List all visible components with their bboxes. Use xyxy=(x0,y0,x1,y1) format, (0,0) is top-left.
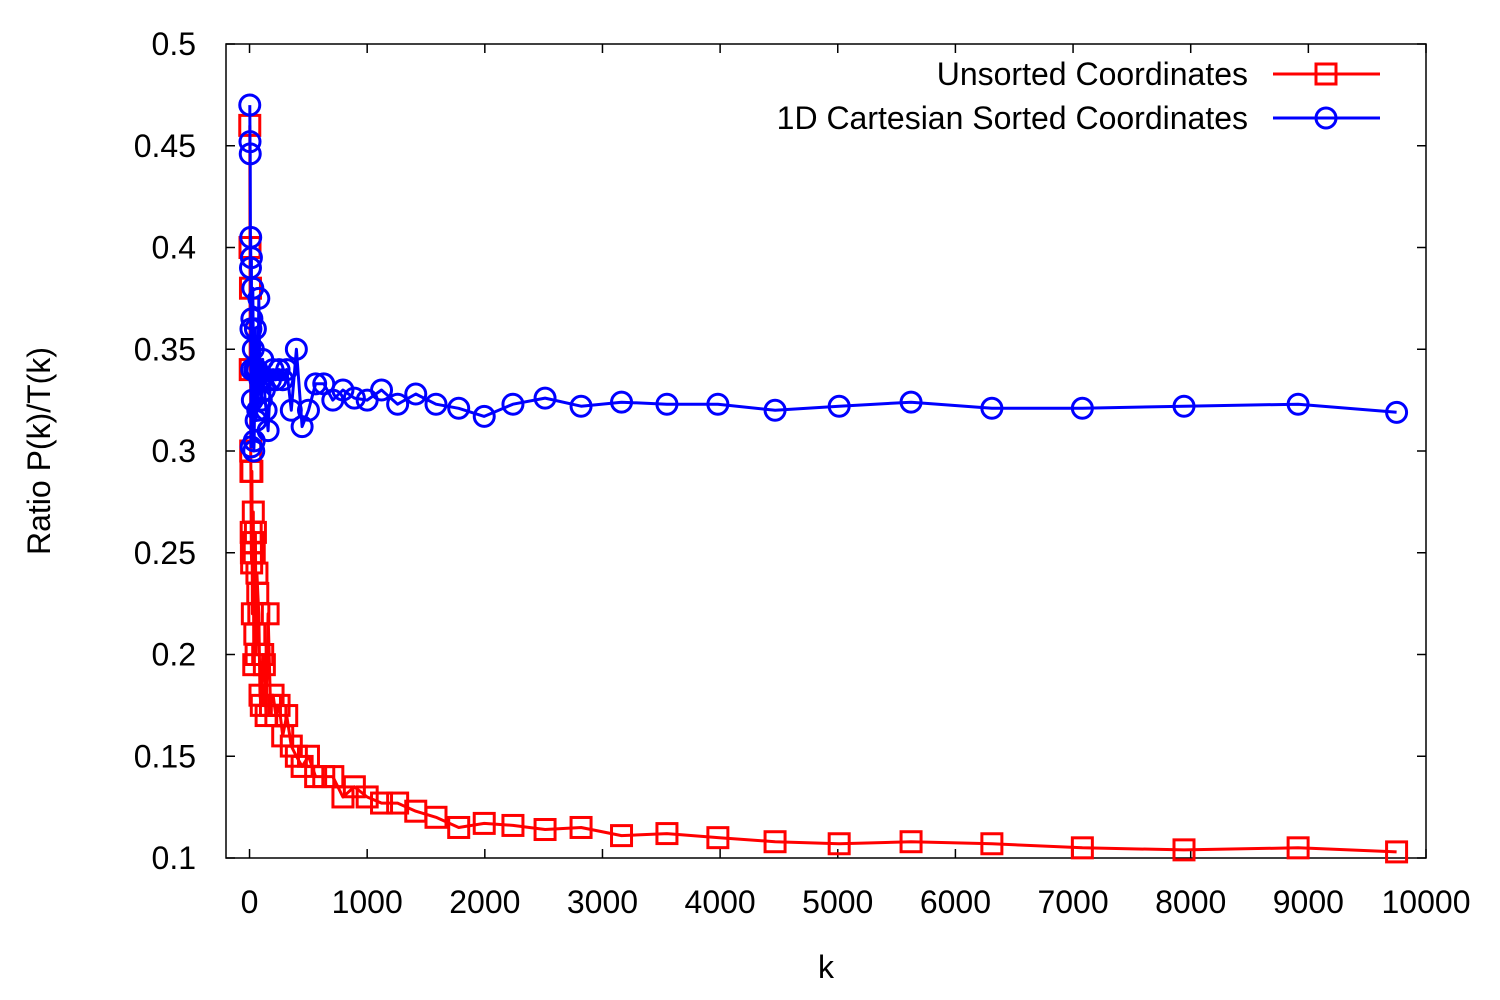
data-point xyxy=(284,337,308,361)
data-point xyxy=(501,813,525,837)
data-point xyxy=(252,653,276,677)
data-point xyxy=(238,93,262,117)
data-point xyxy=(424,805,448,829)
data-point xyxy=(271,368,295,392)
y-tick-label: 0.4 xyxy=(152,230,196,266)
data-point xyxy=(370,791,394,815)
x-tick-label: 5000 xyxy=(802,884,873,920)
data-point xyxy=(610,824,634,848)
x-tick-label: 6000 xyxy=(920,884,991,920)
data-point xyxy=(386,392,410,416)
x-tick-label: 8000 xyxy=(1155,884,1226,920)
x-tick-label: 2000 xyxy=(449,884,520,920)
data-point xyxy=(763,830,787,854)
axis-ticks xyxy=(226,43,1427,859)
data-point xyxy=(1070,396,1094,420)
data-point xyxy=(240,307,264,331)
x-tick-label: 10000 xyxy=(1382,884,1471,920)
data-point xyxy=(827,394,851,418)
data-point xyxy=(706,826,730,850)
data-point xyxy=(533,818,557,842)
data-point xyxy=(899,390,923,414)
data-point xyxy=(275,704,299,728)
data-point xyxy=(706,392,730,416)
tick-labels: 0 1000 2000 3000 4000 5000 6000 7000 8000 9000 100… xyxy=(134,26,1471,920)
data-point xyxy=(247,286,271,310)
data-point xyxy=(569,394,593,418)
series-line xyxy=(248,105,1397,453)
data-point xyxy=(238,130,262,154)
data-point xyxy=(1070,836,1094,860)
data-point xyxy=(1385,400,1409,424)
legend: Unsorted Coordinates 1D Cartesian Sorted … xyxy=(777,56,1380,136)
x-tick-label: 0 xyxy=(241,884,259,920)
data-point xyxy=(472,404,496,428)
legend-marker xyxy=(1314,106,1338,130)
data-point xyxy=(655,822,679,846)
data-point xyxy=(304,372,328,396)
data-point xyxy=(404,382,428,406)
x-axis-title: k xyxy=(818,949,835,985)
data-point xyxy=(424,392,448,416)
data-point xyxy=(1172,838,1196,862)
y-tick-label: 0.35 xyxy=(134,331,196,367)
plot-frame xyxy=(225,43,1427,859)
data-point xyxy=(296,398,320,422)
x-tick-label: 4000 xyxy=(685,884,756,920)
data-point xyxy=(1286,392,1310,416)
data-point xyxy=(501,392,525,416)
data-point xyxy=(569,815,593,839)
y-tick-label: 0.15 xyxy=(134,738,196,774)
data-point xyxy=(242,439,266,463)
data-point xyxy=(1286,836,1310,860)
x-tick-label: 3000 xyxy=(567,884,638,920)
data-point xyxy=(331,378,355,402)
data-point xyxy=(355,785,379,809)
data-point xyxy=(279,398,303,422)
data-point xyxy=(827,832,851,856)
x-tick-label: 1000 xyxy=(332,884,403,920)
data-point xyxy=(533,386,557,410)
data-point xyxy=(238,142,262,166)
series-2 xyxy=(238,93,1409,463)
legend-label: Unsorted Coordinates xyxy=(937,56,1248,92)
data-point xyxy=(1385,840,1409,864)
data-point xyxy=(1172,394,1196,418)
y-tick-label: 0.1 xyxy=(152,840,196,876)
data-point xyxy=(655,392,679,416)
data-point xyxy=(246,398,270,422)
data-point xyxy=(763,398,787,422)
data-point xyxy=(447,396,471,420)
y-axis-title: Ratio P(k)/T(k) xyxy=(21,347,57,555)
x-tick-label: 9000 xyxy=(1273,884,1344,920)
data-point xyxy=(239,246,263,270)
data-point xyxy=(243,317,267,341)
data-point xyxy=(256,602,280,626)
y-tick-label: 0.5 xyxy=(152,26,196,62)
data-point xyxy=(980,396,1004,420)
data-point xyxy=(267,358,291,382)
data-point xyxy=(472,811,496,835)
data-point xyxy=(447,815,471,839)
y-tick-label: 0.3 xyxy=(152,433,196,469)
data-point xyxy=(342,386,366,410)
series-line xyxy=(248,125,1397,854)
data-point xyxy=(899,830,923,854)
y-tick-label: 0.2 xyxy=(152,637,196,673)
data-point xyxy=(243,520,267,544)
series-1 xyxy=(238,113,1409,864)
series-layer xyxy=(238,93,1409,864)
x-tick-label: 7000 xyxy=(1037,884,1108,920)
data-point xyxy=(980,832,1004,856)
data-point xyxy=(610,390,634,414)
data-point xyxy=(256,419,280,443)
data-point xyxy=(370,378,394,402)
data-point xyxy=(386,791,410,815)
y-tick-label: 0.45 xyxy=(134,128,196,164)
data-point xyxy=(275,358,299,382)
y-tick-label: 0.25 xyxy=(134,535,196,571)
legend-marker xyxy=(1314,62,1338,86)
legend-label: 1D Cartesian Sorted Coordinates xyxy=(777,100,1248,136)
